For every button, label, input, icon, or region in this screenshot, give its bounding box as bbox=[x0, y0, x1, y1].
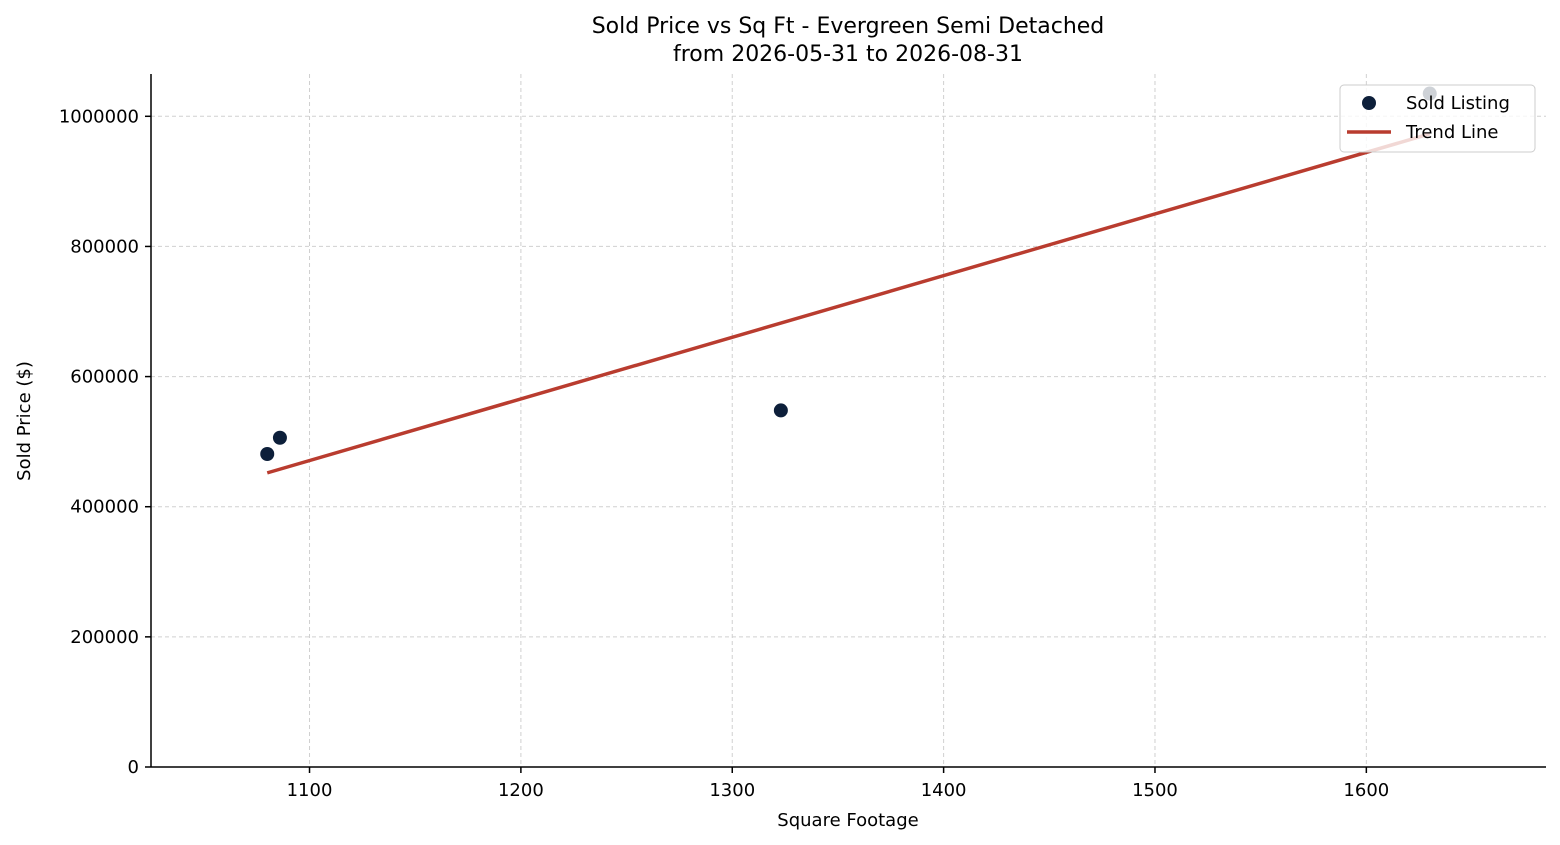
legend: Sold Listing Trend Line bbox=[1339, 84, 1536, 153]
chart-title-line2: from 2026-05-31 to 2026-08-31 bbox=[673, 42, 1023, 67]
scatter-point bbox=[260, 447, 275, 462]
legend-marker-sold-listing bbox=[1362, 96, 1376, 110]
scatter-point bbox=[773, 403, 788, 418]
x-tick-label: 1100 bbox=[287, 780, 333, 801]
x-tick-label: 1400 bbox=[921, 780, 967, 801]
y-axis-label: Sold Price ($) bbox=[14, 361, 35, 481]
grid bbox=[151, 74, 1546, 768]
x-tick-label: 1500 bbox=[1132, 780, 1178, 801]
x-tick-label: 1300 bbox=[709, 780, 755, 801]
legend-label-sold-listing: Sold Listing bbox=[1406, 93, 1510, 114]
x-tick-label: 1200 bbox=[498, 780, 544, 801]
axes bbox=[150, 74, 1546, 768]
x-axis-label: Square Footage bbox=[777, 810, 918, 831]
trend-line bbox=[266, 132, 1431, 475]
y-tick-label: 800000 bbox=[70, 236, 139, 257]
y-tick-label: 200000 bbox=[70, 627, 139, 648]
scatter-point bbox=[272, 430, 287, 445]
y-tick-label: 400000 bbox=[70, 497, 139, 518]
y-tick-label: 600000 bbox=[70, 367, 139, 388]
chart-title-line1: Sold Price vs Sq Ft - Evergreen Semi Det… bbox=[592, 14, 1105, 39]
y-tick-label: 0 bbox=[128, 757, 139, 778]
x-tick-label: 1600 bbox=[1343, 780, 1389, 801]
ticks: 1100 1200 1300 1400 1500 1600 0 200000 400000 600… bbox=[59, 106, 1389, 801]
legend-box bbox=[1339, 84, 1536, 153]
y-tick-label: 1000000 bbox=[59, 106, 139, 127]
legend-label-trend-line: Trend Line bbox=[1405, 122, 1499, 143]
series bbox=[260, 86, 1437, 475]
